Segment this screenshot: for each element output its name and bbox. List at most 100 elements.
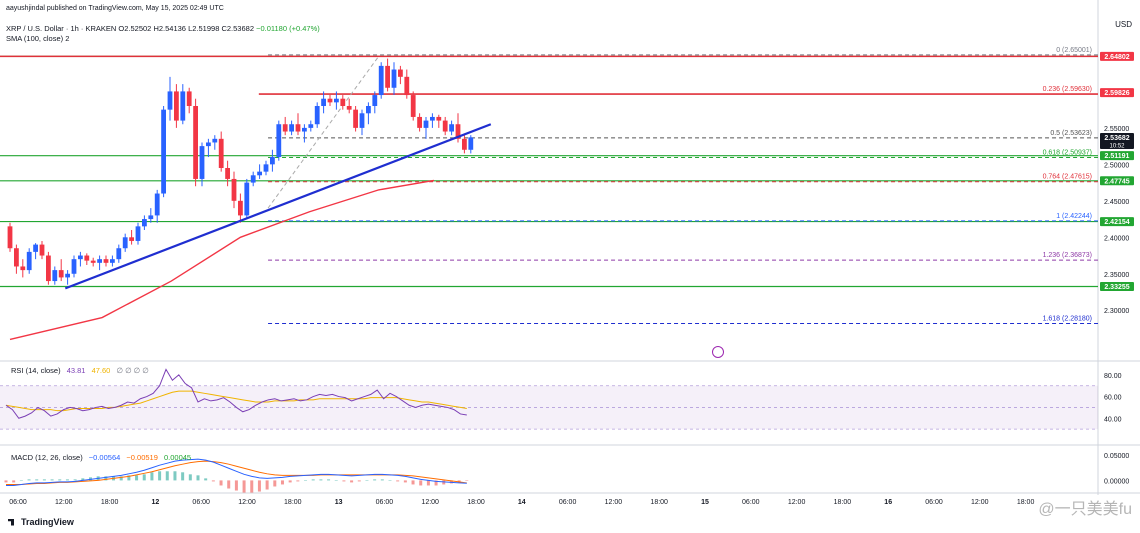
sma-legend[interactable]: SMA (100, close) 2 bbox=[6, 34, 69, 43]
price-tick-label: 2.40000 bbox=[1104, 235, 1129, 242]
macd-histogram-bar bbox=[334, 480, 338, 481]
candle-body bbox=[225, 168, 230, 179]
price-tick-label: 2.30000 bbox=[1104, 308, 1129, 315]
macd-histogram-bar bbox=[165, 471, 169, 481]
price-badge-label: 2.59826 bbox=[1104, 90, 1129, 97]
macd-histogram-bar bbox=[434, 480, 438, 486]
time-tick-label: 12:00 bbox=[605, 499, 623, 506]
time-tick-label: 18:00 bbox=[650, 499, 668, 506]
macd-histogram-bar bbox=[380, 479, 384, 481]
candle-body bbox=[244, 182, 250, 216]
lightning-icon bbox=[712, 346, 724, 358]
candle-body bbox=[78, 255, 83, 260]
rsi-line bbox=[5, 368, 467, 419]
macd-histogram-bar bbox=[327, 479, 331, 481]
sma-label: SMA (100, close) bbox=[6, 34, 64, 43]
macd-histogram-bar bbox=[280, 480, 284, 485]
candle-body bbox=[353, 109, 358, 128]
candle-body bbox=[372, 95, 378, 106]
candle-body bbox=[436, 116, 442, 121]
candle-body bbox=[346, 106, 352, 110]
sma-line bbox=[9, 179, 435, 341]
macd-histogram-bar bbox=[173, 471, 177, 481]
time-tick-label: 18:00 bbox=[284, 499, 302, 506]
macd-histogram-bar bbox=[411, 480, 415, 485]
symbol-name[interactable]: XRP / U.S. Dollar · 1h · KRAKEN bbox=[6, 24, 117, 33]
macd-histogram-bar bbox=[265, 480, 269, 490]
fib-level-label: 0.764 (2.47615) bbox=[1043, 174, 1092, 181]
macd-histogram-bar bbox=[104, 476, 108, 481]
candle-body bbox=[97, 259, 102, 263]
macd-histogram-bar bbox=[73, 479, 77, 481]
candle-body bbox=[199, 146, 205, 179]
time-tick-label: 12:00 bbox=[421, 499, 439, 506]
ohlc-open: O2.52502 bbox=[118, 24, 152, 33]
tradingview-logo[interactable]: TradingView bbox=[8, 517, 74, 527]
rsi-tick-label: 40.00 bbox=[1104, 416, 1122, 423]
macd-histogram-bar bbox=[211, 480, 215, 482]
fib-level-label: 1 (2.42244) bbox=[1056, 213, 1092, 220]
ohlc-low: L2.51998 bbox=[188, 24, 220, 33]
macd-label: MACD (12, 26, close) bbox=[11, 453, 83, 462]
macd-histogram-bar bbox=[181, 472, 185, 481]
candle-body bbox=[14, 248, 19, 267]
macd-histogram-bar bbox=[12, 480, 16, 483]
candle-body bbox=[39, 244, 45, 256]
macd-legend[interactable]: MACD (12, 26, close) −0.00564 −0.00519 0… bbox=[11, 453, 195, 462]
rsi-tick-label: 60.00 bbox=[1104, 395, 1122, 402]
fib-level-label: 0 (2.65001) bbox=[1056, 47, 1092, 54]
candle-body bbox=[410, 95, 416, 117]
macd-histogram-bar bbox=[50, 479, 54, 481]
macd-histogram-bar bbox=[273, 480, 277, 487]
macd-histogram-bar bbox=[465, 480, 469, 481]
candle-body bbox=[340, 98, 346, 106]
candle-body bbox=[180, 91, 186, 121]
candle-body bbox=[58, 270, 64, 278]
macd-histogram-bar bbox=[158, 471, 162, 481]
candle-body bbox=[468, 137, 474, 150]
price-tick-label: 2.55000 bbox=[1104, 126, 1129, 133]
candle-body bbox=[154, 193, 160, 216]
candle-body bbox=[129, 237, 134, 241]
candle-body bbox=[116, 248, 122, 260]
macd-histogram-bar bbox=[142, 474, 146, 481]
candle-body bbox=[135, 226, 141, 241]
watermark: @一只美美fu bbox=[1038, 501, 1132, 518]
macd-histogram-bar bbox=[311, 479, 315, 481]
candle-body bbox=[122, 237, 128, 249]
candle-body bbox=[7, 226, 13, 249]
macd-tick-label: 0.05000 bbox=[1104, 453, 1129, 460]
macd-histogram-bar bbox=[388, 480, 392, 481]
macd-histogram-bar bbox=[127, 475, 131, 481]
macd-histogram-bar bbox=[234, 480, 238, 491]
symbol-ohlc: XRP / U.S. Dollar · 1h · KRAKEN O2.52502… bbox=[6, 24, 320, 33]
macd-line bbox=[6, 458, 467, 486]
macd-histogram-bar bbox=[204, 478, 208, 481]
rsi-legend[interactable]: RSI (14, close) 43.81 47.60 ∅ ∅ ∅ ∅ bbox=[11, 366, 153, 375]
candle-body bbox=[462, 138, 467, 150]
candle-body bbox=[212, 138, 218, 143]
candle-body bbox=[26, 251, 32, 271]
publish-info: aayushjindal published on TradingView.co… bbox=[6, 5, 224, 12]
rsi-extra: ∅ ∅ ∅ ∅ bbox=[116, 366, 149, 375]
rsi-ma-value: 47.60 bbox=[91, 366, 111, 375]
candle-body bbox=[193, 106, 198, 179]
candle-body bbox=[334, 98, 339, 103]
candle-body bbox=[295, 124, 301, 132]
time-tick-label: 18:00 bbox=[467, 499, 485, 506]
price-badge bbox=[1100, 281, 1134, 291]
candle-body bbox=[33, 244, 38, 252]
time-tick-label: 18:00 bbox=[834, 499, 852, 506]
candle-body bbox=[186, 91, 192, 106]
time-tick-label: 15 bbox=[701, 499, 709, 506]
macd-histogram-bar bbox=[65, 479, 69, 481]
time-tick-label: 06:00 bbox=[925, 499, 943, 506]
macd-histogram-bar bbox=[403, 480, 407, 483]
macd-histogram-bar bbox=[365, 480, 369, 481]
macd-histogram-bar bbox=[150, 472, 154, 481]
macd-histogram-bar bbox=[242, 480, 246, 493]
candle-body bbox=[71, 259, 77, 274]
candle-body bbox=[430, 116, 435, 121]
fib-level-label: 0.618 (2.50937) bbox=[1043, 150, 1092, 157]
